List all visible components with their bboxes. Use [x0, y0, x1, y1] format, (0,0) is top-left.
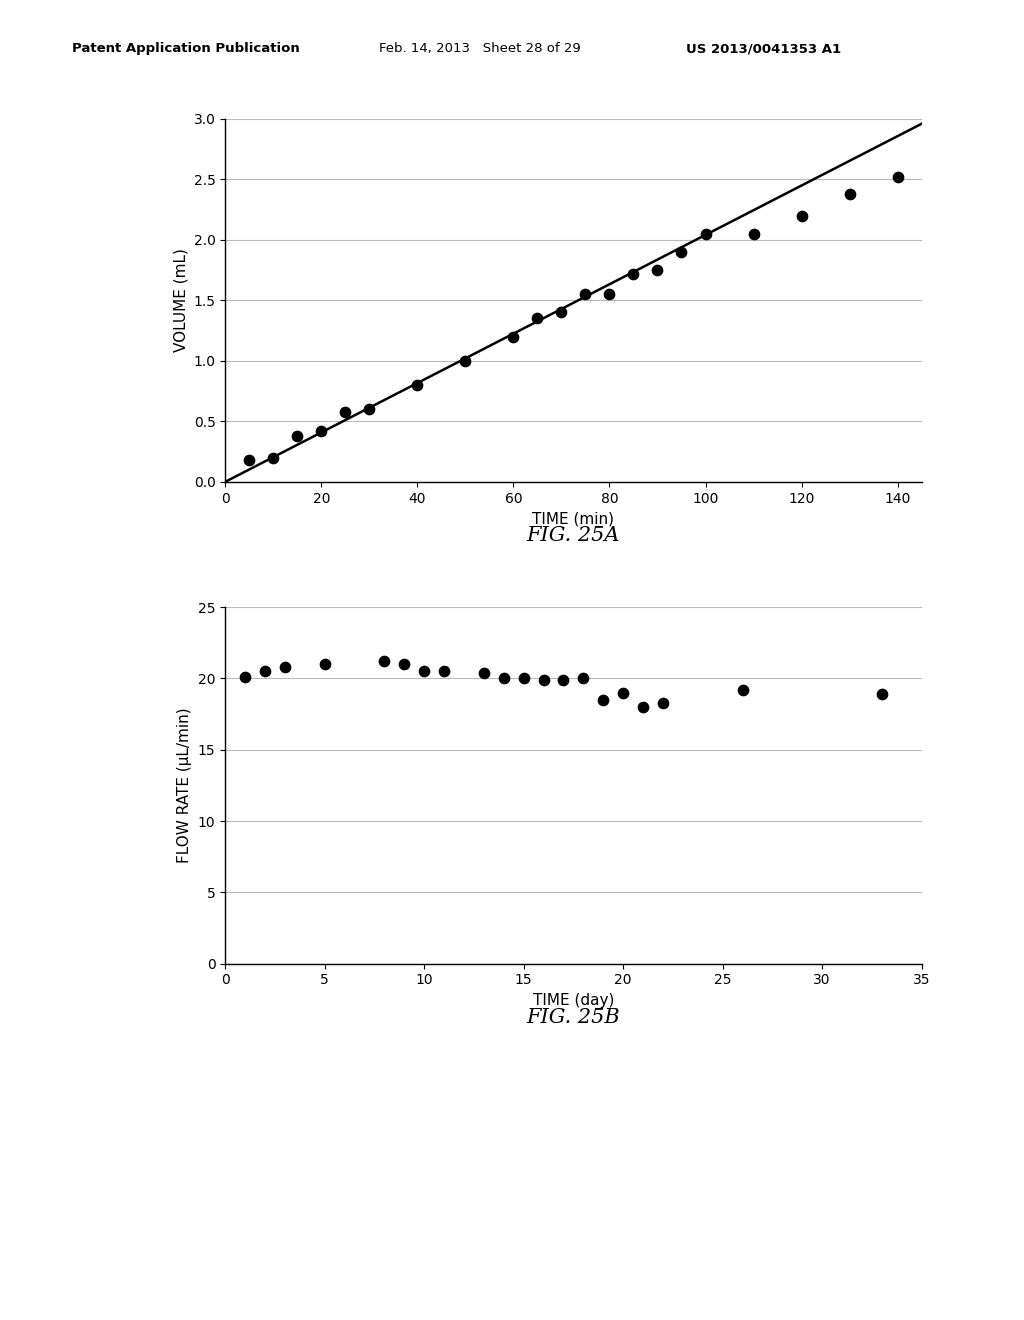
Point	[515, 668, 531, 689]
Point	[553, 302, 569, 323]
Point	[578, 284, 594, 305]
Point	[316, 653, 333, 675]
Point	[505, 326, 521, 347]
Point	[890, 166, 906, 187]
Point	[237, 667, 253, 688]
Point	[575, 668, 592, 689]
Point	[276, 656, 293, 677]
Point	[257, 661, 273, 682]
Text: US 2013/0041353 A1: US 2013/0041353 A1	[686, 42, 841, 55]
Point	[595, 689, 611, 710]
Point	[734, 680, 751, 701]
Point	[635, 697, 651, 718]
Point	[674, 242, 690, 263]
Text: Feb. 14, 2013   Sheet 28 of 29: Feb. 14, 2013 Sheet 28 of 29	[379, 42, 581, 55]
Point	[615, 682, 632, 704]
Point	[436, 661, 453, 682]
Point	[626, 263, 642, 284]
Point	[842, 183, 858, 205]
Point	[313, 420, 330, 441]
Point	[555, 669, 571, 690]
Point	[536, 669, 552, 690]
Text: FIG. 25B: FIG. 25B	[526, 1008, 621, 1027]
Point	[601, 284, 617, 305]
Text: FIG. 25A: FIG. 25A	[526, 527, 621, 545]
X-axis label: TIME (min): TIME (min)	[532, 511, 614, 527]
Point	[697, 223, 714, 244]
Point	[361, 399, 378, 420]
Point	[337, 401, 353, 422]
Point	[649, 260, 666, 281]
Point	[496, 668, 512, 689]
Y-axis label: VOLUME (mL): VOLUME (mL)	[173, 248, 188, 352]
Point	[476, 663, 493, 684]
Point	[265, 447, 282, 469]
X-axis label: TIME (day): TIME (day)	[532, 993, 614, 1008]
Point	[410, 375, 426, 396]
Y-axis label: FLOW RATE (μL/min): FLOW RATE (μL/min)	[177, 708, 193, 863]
Point	[396, 653, 413, 675]
Text: Patent Application Publication: Patent Application Publication	[72, 42, 299, 55]
Point	[529, 308, 546, 329]
Point	[745, 223, 762, 244]
Point	[376, 651, 392, 672]
Point	[794, 205, 810, 226]
Point	[654, 692, 671, 713]
Point	[457, 350, 473, 371]
Point	[241, 449, 257, 471]
Point	[289, 425, 305, 446]
Point	[873, 684, 890, 705]
Point	[416, 661, 432, 682]
